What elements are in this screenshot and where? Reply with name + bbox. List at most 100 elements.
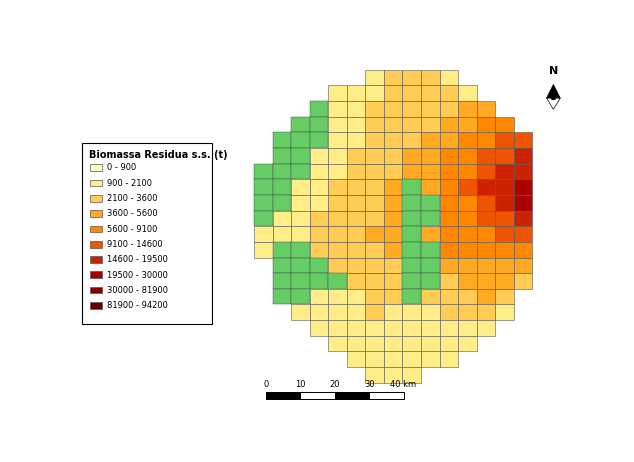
Bar bbox=[439, 85, 458, 101]
Bar bbox=[347, 352, 365, 367]
Bar bbox=[273, 148, 291, 164]
Bar bbox=[403, 101, 421, 116]
Bar bbox=[273, 273, 291, 289]
Bar bbox=[495, 257, 514, 273]
Bar bbox=[421, 242, 439, 257]
Bar bbox=[458, 320, 477, 336]
Bar bbox=[477, 304, 495, 320]
Bar bbox=[495, 226, 514, 242]
Bar bbox=[421, 179, 439, 195]
Bar bbox=[384, 320, 403, 336]
Bar bbox=[458, 85, 477, 101]
Bar bbox=[477, 320, 495, 336]
Bar bbox=[291, 273, 309, 289]
Bar bbox=[365, 101, 384, 116]
Bar bbox=[365, 289, 384, 304]
Bar bbox=[301, 392, 335, 399]
Bar bbox=[495, 164, 514, 179]
Bar bbox=[335, 392, 369, 399]
Text: 81900 - 94200: 81900 - 94200 bbox=[107, 301, 168, 310]
Bar bbox=[273, 211, 291, 226]
Bar bbox=[309, 320, 328, 336]
Bar bbox=[439, 320, 458, 336]
Bar bbox=[365, 195, 384, 211]
Bar bbox=[347, 336, 365, 352]
Bar bbox=[384, 273, 403, 289]
Bar bbox=[365, 132, 384, 148]
Bar bbox=[254, 195, 273, 211]
Bar bbox=[458, 101, 477, 116]
Bar bbox=[514, 257, 533, 273]
Bar bbox=[347, 101, 365, 116]
Bar bbox=[347, 132, 365, 148]
Bar bbox=[458, 116, 477, 132]
Bar bbox=[421, 116, 439, 132]
Bar bbox=[347, 164, 365, 179]
Text: 20: 20 bbox=[330, 380, 340, 389]
Bar bbox=[477, 289, 495, 304]
Bar bbox=[403, 242, 421, 257]
Bar bbox=[365, 179, 384, 195]
Bar bbox=[90, 272, 102, 278]
Bar bbox=[477, 226, 495, 242]
Bar bbox=[458, 211, 477, 226]
Bar bbox=[309, 211, 328, 226]
Bar bbox=[309, 179, 328, 195]
Bar bbox=[309, 164, 328, 179]
Bar bbox=[403, 336, 421, 352]
Bar bbox=[458, 164, 477, 179]
Bar bbox=[477, 132, 495, 148]
Bar bbox=[439, 289, 458, 304]
Bar bbox=[309, 257, 328, 273]
Bar bbox=[421, 101, 439, 116]
Bar bbox=[439, 116, 458, 132]
Bar bbox=[291, 132, 309, 148]
Bar bbox=[309, 116, 328, 132]
Bar bbox=[458, 304, 477, 320]
Bar bbox=[266, 392, 301, 399]
Bar bbox=[328, 132, 347, 148]
Bar bbox=[273, 226, 291, 242]
Bar bbox=[514, 211, 533, 226]
Bar bbox=[365, 116, 384, 132]
Bar bbox=[421, 132, 439, 148]
Bar bbox=[291, 242, 309, 257]
Bar bbox=[495, 148, 514, 164]
Text: 10: 10 bbox=[295, 380, 306, 389]
Bar bbox=[347, 320, 365, 336]
Bar bbox=[347, 226, 365, 242]
Bar bbox=[309, 273, 328, 289]
Bar bbox=[384, 101, 403, 116]
Bar bbox=[365, 211, 384, 226]
Bar bbox=[458, 148, 477, 164]
Bar bbox=[309, 242, 328, 257]
Bar bbox=[309, 101, 328, 116]
Bar bbox=[403, 116, 421, 132]
Bar bbox=[365, 336, 384, 352]
Polygon shape bbox=[547, 98, 560, 109]
Bar bbox=[384, 195, 403, 211]
Bar bbox=[273, 164, 291, 179]
Bar bbox=[477, 116, 495, 132]
Bar bbox=[273, 257, 291, 273]
Text: 30: 30 bbox=[364, 380, 375, 389]
Bar bbox=[458, 226, 477, 242]
Bar bbox=[403, 70, 421, 85]
Bar bbox=[347, 273, 365, 289]
Bar bbox=[291, 179, 309, 195]
Bar bbox=[384, 289, 403, 304]
Bar bbox=[365, 148, 384, 164]
Bar bbox=[421, 164, 439, 179]
Bar bbox=[90, 256, 102, 263]
Bar bbox=[273, 242, 291, 257]
Bar bbox=[403, 352, 421, 367]
Bar bbox=[365, 242, 384, 257]
Bar bbox=[365, 304, 384, 320]
Bar bbox=[328, 195, 347, 211]
Bar bbox=[384, 132, 403, 148]
Bar bbox=[421, 336, 439, 352]
Bar bbox=[439, 179, 458, 195]
Text: 19500 - 30000: 19500 - 30000 bbox=[107, 271, 168, 280]
Bar bbox=[384, 226, 403, 242]
Text: Biomassa Residua s.s. (t): Biomassa Residua s.s. (t) bbox=[89, 150, 228, 160]
